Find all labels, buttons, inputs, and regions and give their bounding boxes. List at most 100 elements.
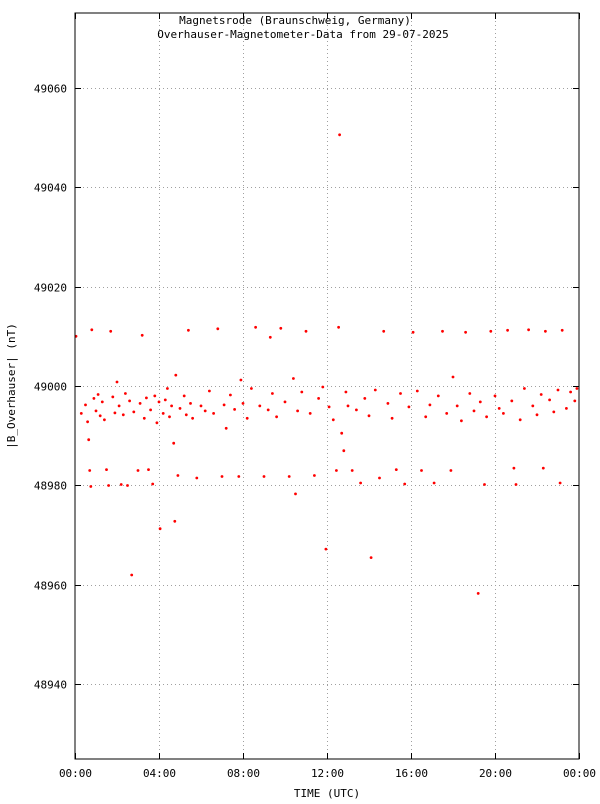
data-point [476, 592, 480, 595]
data-point [300, 390, 304, 394]
data-point [308, 412, 312, 415]
data-point [237, 475, 241, 478]
data-point [117, 404, 121, 408]
x-axis-label: TIME (UTC) [294, 787, 360, 800]
y-tick-label: 48960 [34, 580, 67, 593]
data-point [89, 485, 93, 488]
data-point [518, 418, 522, 422]
y-axis-label: |B_Overhauser| (nT) [5, 323, 18, 449]
data-point [90, 328, 94, 332]
data-point [191, 416, 195, 420]
data-point [560, 328, 564, 332]
data-point [373, 388, 377, 392]
data-point [224, 426, 228, 430]
data-point [472, 409, 476, 413]
data-point [394, 468, 398, 471]
data-point [88, 469, 92, 472]
data-point [132, 410, 136, 414]
data-point [514, 483, 518, 486]
data-point [79, 412, 83, 415]
y-tick-label: 48940 [34, 679, 67, 692]
data-point [195, 476, 199, 480]
data-point [428, 403, 432, 407]
data-point [455, 404, 459, 408]
data-point [161, 412, 165, 415]
data-point [386, 402, 390, 405]
data-point [109, 329, 113, 333]
data-point [84, 403, 87, 407]
data-point [149, 408, 153, 412]
data-point [271, 392, 274, 395]
data-point [478, 400, 482, 404]
data-point [489, 329, 493, 333]
data-point [153, 394, 157, 398]
data-point [250, 387, 253, 390]
data-point [283, 400, 287, 404]
data-point [460, 419, 463, 423]
data-point [140, 333, 144, 337]
data-point [138, 402, 142, 405]
data-point [451, 375, 455, 379]
data-point [317, 397, 320, 400]
data-point [344, 390, 348, 394]
x-tick-label: 08:00 [227, 767, 260, 780]
data-point [98, 414, 102, 418]
data-point [565, 407, 568, 410]
data-point [124, 392, 127, 395]
data-point [390, 416, 394, 420]
data-point [233, 408, 237, 411]
data-point [342, 449, 346, 453]
data-point [220, 475, 224, 478]
data-point [483, 483, 486, 486]
x-tick-label: 12:00 [311, 767, 344, 780]
data-point [103, 418, 106, 422]
data-point [222, 403, 226, 407]
data-point [445, 412, 449, 415]
data-point [468, 392, 472, 395]
y-tick-label: 48980 [34, 480, 67, 493]
chart-subtitle: Overhauser-Magnetometer-Data from 29-07-… [157, 28, 448, 41]
data-point [212, 412, 216, 415]
data-point [485, 415, 488, 419]
data-point [432, 481, 436, 485]
y-tick-label: 49060 [34, 83, 67, 96]
data-point [170, 404, 174, 408]
data-point [382, 329, 386, 333]
data-point [176, 474, 180, 477]
data-point [268, 335, 272, 339]
data-point [121, 413, 125, 417]
data-point [340, 431, 344, 435]
data-point [87, 438, 91, 442]
data-point [338, 133, 341, 137]
data-point [184, 413, 188, 417]
data-point [166, 387, 169, 390]
data-point [541, 466, 545, 470]
data-point [275, 415, 278, 419]
data-point [163, 398, 167, 402]
data-point [510, 399, 514, 403]
y-tick-label: 49000 [34, 381, 67, 394]
data-point [436, 394, 440, 398]
data-point [369, 556, 373, 559]
data-point [367, 414, 371, 418]
data-point [145, 396, 148, 400]
data-point [363, 397, 367, 400]
data-point [331, 418, 335, 422]
x-tick-label: 00:00 [59, 767, 92, 780]
data-point [424, 415, 428, 419]
data-point [94, 409, 98, 413]
data-point [359, 481, 362, 485]
points-layer [74, 133, 579, 595]
data-point [147, 468, 150, 471]
data-point [493, 394, 497, 398]
data-point [324, 547, 328, 551]
x-tick-label: 20:00 [479, 767, 512, 780]
data-point [107, 484, 110, 487]
data-point [208, 389, 211, 393]
data-point [512, 466, 516, 470]
data-point [254, 325, 257, 329]
data-point [335, 469, 338, 472]
labels-layer: 48940 48960 48980 49000 49020 49040 49060 00:00… [34, 83, 596, 781]
